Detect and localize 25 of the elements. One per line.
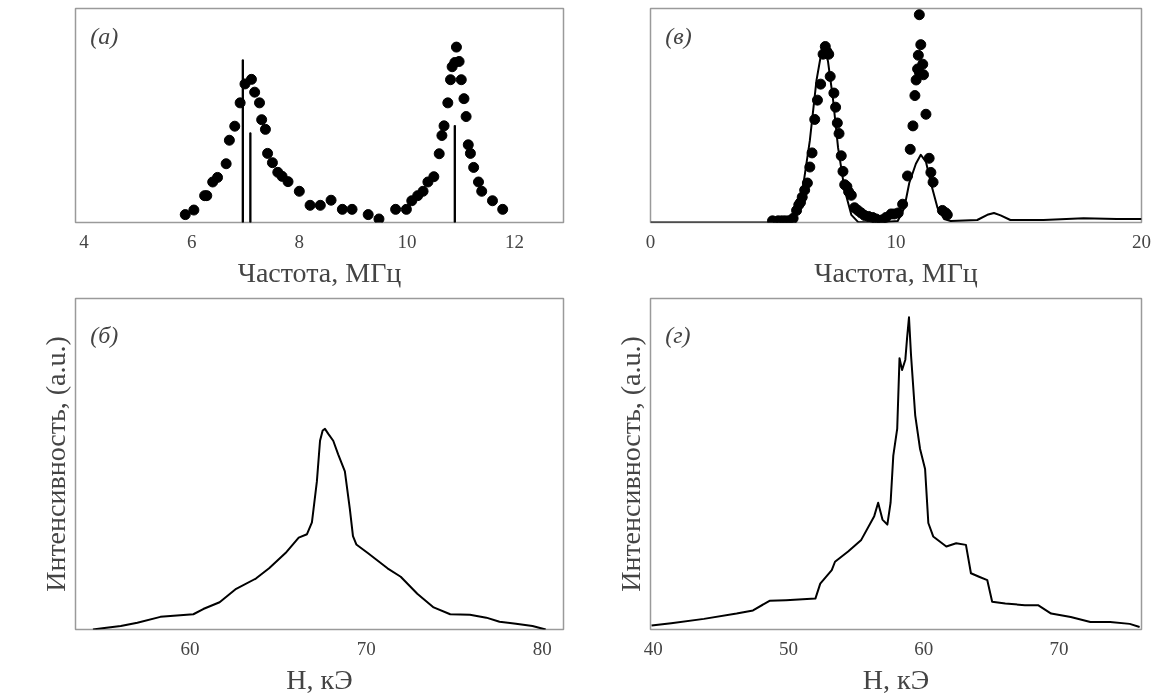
x-tick-label: 0 [645, 230, 656, 252]
x-tick-label: 20 [1132, 230, 1151, 252]
x-axis-title: H, кЭ [286, 663, 353, 695]
x-tick-label: 60 [180, 637, 200, 659]
annotation: (г) [665, 321, 691, 348]
x-axis-title: Частота, МГц [237, 256, 402, 288]
x-tick-label: 60 [914, 637, 934, 659]
y-axis-title: Интенсивность, (a.u.) [39, 336, 71, 592]
x-tick-label: 80 [532, 637, 552, 659]
x-tick-label: 70 [1049, 637, 1069, 659]
x-tick-label: 70 [356, 637, 376, 659]
x-axis-title: Частота, МГц [814, 256, 978, 288]
annotation: (а) [90, 23, 119, 50]
x-tick-label: 4 [79, 230, 90, 252]
y-axis-title: Интенсивность, (a.u.) [614, 336, 646, 592]
x-tick-label: 8 [294, 230, 305, 252]
x-tick-label: 12 [505, 230, 525, 252]
x-tick-label: 10 [886, 230, 906, 252]
text: (б) [90, 321, 119, 348]
annotation: (в) [665, 23, 692, 50]
x-tick-label: 10 [397, 230, 417, 252]
x-axis-title: H, кЭ [862, 663, 930, 695]
x-tick-label: 6 [186, 230, 197, 252]
x-tick-label: 50 [778, 637, 798, 659]
x-tick-label: 40 [643, 637, 663, 659]
